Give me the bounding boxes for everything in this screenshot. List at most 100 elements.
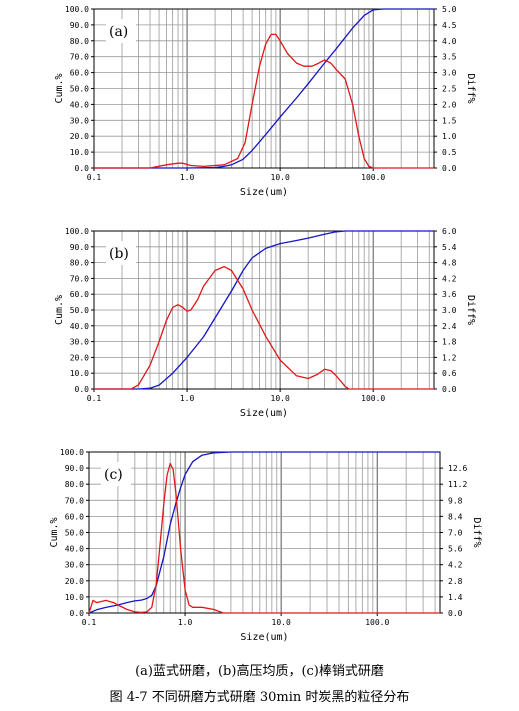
right-tick-label: 2.5 bbox=[442, 85, 457, 94]
left-axis-label: Cum.% bbox=[54, 295, 65, 325]
left-tick-label: 100.0 bbox=[60, 448, 84, 457]
chart-panel-1: 0.0 10.0 20.0 30.0 40.0 50.0 60.0 70.0 80.0 90.0 1… bbox=[54, 5, 476, 198]
right-tick-label: 0.0 bbox=[442, 385, 457, 394]
left-tick-label: 70.0 bbox=[65, 496, 84, 505]
right-tick-label: 5.0 bbox=[442, 5, 457, 14]
left-tick-label: 50.0 bbox=[65, 529, 84, 538]
right-tick-label: 0.5 bbox=[442, 148, 457, 157]
cumulative-curve bbox=[88, 451, 440, 614]
right-tick-label: 4.5 bbox=[442, 21, 457, 30]
left-tick-label: 30.0 bbox=[65, 561, 84, 570]
left-tick-label: 60.0 bbox=[65, 512, 84, 521]
right-tick-label: 0.6 bbox=[442, 369, 457, 378]
right-tick-label: 3.0 bbox=[442, 306, 457, 315]
panel-label: (c) bbox=[104, 467, 123, 483]
right-tick-label: 0.0 bbox=[448, 609, 463, 618]
right-tick-label: 1.2 bbox=[442, 353, 457, 362]
right-tick-label: 1.4 bbox=[448, 593, 463, 602]
differential-curve bbox=[88, 462, 440, 614]
left-tick-label: 50.0 bbox=[70, 306, 89, 315]
right-tick-label: 5.6 bbox=[448, 545, 463, 554]
right-tick-label: 3.6 bbox=[442, 290, 457, 299]
x-tick-label: 100.0 bbox=[365, 618, 389, 627]
right-tick-label: 7.0 bbox=[448, 529, 463, 538]
right-tick-label: 1.0 bbox=[442, 132, 457, 141]
left-tick-label: 90.0 bbox=[65, 464, 84, 473]
cumulative-curve bbox=[94, 230, 434, 390]
left-tick-label: 10.0 bbox=[70, 369, 89, 378]
x-tick-label: 1.0 bbox=[178, 618, 193, 627]
right-tick-label: 11.2 bbox=[448, 480, 467, 489]
panel-label-bg bbox=[106, 241, 136, 265]
left-tick-label: 40.0 bbox=[70, 100, 89, 109]
left-tick-label: 60.0 bbox=[70, 290, 89, 299]
left-tick-label: 100.0 bbox=[65, 5, 89, 14]
right-tick-label: 4.2 bbox=[442, 274, 457, 283]
x-tick-label: 1.0 bbox=[180, 394, 195, 403]
left-axis-label: Cum.% bbox=[54, 73, 65, 103]
left-tick-label: 60.0 bbox=[70, 69, 89, 78]
left-tick-label: 20.0 bbox=[70, 353, 89, 362]
x-tick-label: 100.0 bbox=[361, 394, 385, 403]
x-tick-label: 10.0 bbox=[271, 173, 290, 182]
x-axis-label: Size(um) bbox=[240, 632, 288, 643]
chart-panel-3: 0.0 10.0 20.0 30.0 40.0 50.0 60.0 70.0 80.0 90.0 1… bbox=[49, 448, 482, 643]
left-tick-label: 80.0 bbox=[70, 37, 89, 46]
x-axis-label: Size(um) bbox=[240, 187, 288, 198]
right-tick-label: 6.0 bbox=[442, 227, 457, 236]
x-tick-label: 10.0 bbox=[271, 394, 290, 403]
panel-label: (b) bbox=[109, 246, 129, 262]
left-tick-label: 30.0 bbox=[70, 338, 89, 347]
left-tick-label: 80.0 bbox=[70, 259, 89, 268]
left-tick-label: 40.0 bbox=[65, 545, 84, 554]
chart-panel-2: 0.0 10.0 20.0 30.0 40.0 50.0 60.0 70.0 80.0 90.0 1… bbox=[54, 227, 476, 419]
left-axis-label: Cum.% bbox=[49, 517, 60, 547]
left-tick-label: 20.0 bbox=[65, 577, 84, 586]
right-tick-label: 9.8 bbox=[448, 496, 463, 505]
x-tick-label: 0.1 bbox=[82, 618, 97, 627]
right-tick-label: 5.4 bbox=[442, 243, 457, 252]
left-tick-label: 20.0 bbox=[70, 132, 89, 141]
x-tick-label: 10.0 bbox=[272, 618, 291, 627]
left-tick-label: 100.0 bbox=[65, 227, 89, 236]
right-tick-label: 2.8 bbox=[448, 577, 463, 586]
left-tick-label: 0.0 bbox=[70, 609, 85, 618]
right-tick-label: 0.0 bbox=[442, 164, 457, 173]
panel-label-bg bbox=[101, 462, 131, 486]
x-tick-label: 0.1 bbox=[87, 173, 102, 182]
left-tick-label: 80.0 bbox=[65, 480, 84, 489]
left-tick-label: 40.0 bbox=[70, 322, 89, 331]
left-tick-label: 90.0 bbox=[70, 21, 89, 30]
right-tick-label: 2.4 bbox=[442, 322, 457, 331]
right-tick-label: 4.2 bbox=[448, 561, 463, 570]
x-tick-label: 1.0 bbox=[180, 173, 195, 182]
right-tick-label: 2.0 bbox=[442, 100, 457, 109]
right-axis-label: Diff% bbox=[465, 295, 476, 325]
figure-subcaption: (a)蓝式研磨，(b)高压均质，(c)棒销式研磨 bbox=[135, 664, 384, 679]
left-tick-label: 10.0 bbox=[65, 593, 84, 602]
left-tick-label: 50.0 bbox=[70, 85, 89, 94]
right-axis-label: Diff% bbox=[465, 73, 476, 103]
left-tick-label: 30.0 bbox=[70, 116, 89, 125]
left-tick-label: 0.0 bbox=[75, 164, 90, 173]
x-tick-label: 100.0 bbox=[361, 173, 385, 182]
right-tick-label: 1.5 bbox=[442, 116, 457, 125]
left-tick-label: 70.0 bbox=[70, 53, 89, 62]
panel-label: (a) bbox=[109, 24, 128, 40]
right-tick-label: 8.4 bbox=[448, 512, 463, 521]
right-tick-label: 1.8 bbox=[442, 338, 457, 347]
cumulative-curve bbox=[94, 8, 434, 169]
left-tick-label: 90.0 bbox=[70, 243, 89, 252]
panel-label-bg bbox=[106, 19, 136, 43]
right-axis-label: Diff% bbox=[471, 517, 482, 547]
left-tick-label: 70.0 bbox=[70, 274, 89, 283]
left-tick-label: 10.0 bbox=[70, 148, 89, 157]
right-tick-label: 4.8 bbox=[442, 259, 457, 268]
x-tick-label: 0.1 bbox=[87, 394, 102, 403]
differential-curve bbox=[94, 33, 434, 169]
right-tick-label: 12.6 bbox=[448, 464, 467, 473]
right-tick-label: 3.0 bbox=[442, 69, 457, 78]
right-tick-label: 3.5 bbox=[442, 53, 457, 62]
x-axis-label: Size(um) bbox=[240, 408, 288, 419]
